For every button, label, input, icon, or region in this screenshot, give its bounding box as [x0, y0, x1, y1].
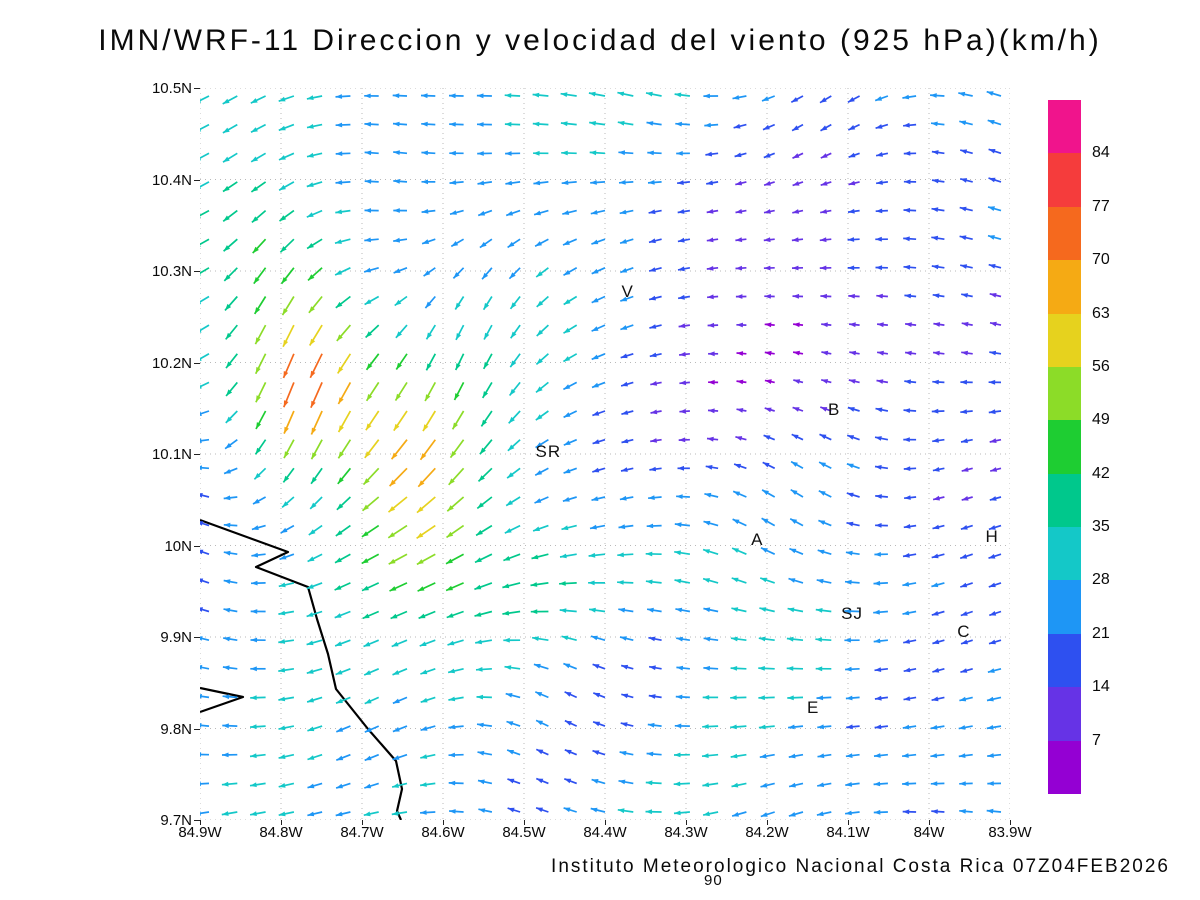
colorbar-segment	[1048, 313, 1081, 367]
colorbar-label: 42	[1092, 465, 1110, 482]
colorbar-segment	[1048, 260, 1081, 314]
lat-tick-mark	[194, 271, 200, 272]
lat-tick-label: 10.3N	[151, 263, 192, 280]
lon-tick-label: 84.6W	[421, 824, 465, 841]
lon-tick-label: 84.5W	[502, 824, 546, 841]
lat-tick-mark	[194, 546, 200, 547]
stray-number-label: 90	[704, 872, 723, 889]
city-label-a: A	[751, 529, 764, 549]
colorbar-segment	[1048, 687, 1081, 741]
colorbar-segment	[1048, 473, 1081, 527]
lat-tick-mark	[194, 180, 200, 181]
city-label-b: B	[828, 400, 841, 420]
lat-tick-label: 10.1N	[151, 446, 192, 463]
lon-tick-mark	[929, 820, 930, 825]
colorbar-label: 14	[1092, 678, 1110, 695]
coastline-peninsula	[200, 686, 245, 714]
lon-tick-label: 84.7W	[340, 824, 384, 841]
colorbar-segment	[1048, 206, 1081, 261]
colorbar-segment	[1048, 633, 1081, 688]
wind-vector-field	[200, 88, 1010, 820]
lon-tick-label: 84.2W	[745, 824, 789, 841]
colorbar-label: 49	[1092, 411, 1110, 428]
colorbar-label: 28	[1092, 571, 1110, 588]
lat-tick-label: 9.9N	[160, 629, 192, 646]
city-label-c: C	[957, 621, 971, 641]
colorbar-segment	[1048, 366, 1081, 421]
lat-tick-label: 9.8N	[160, 721, 192, 738]
colorbar-segment	[1048, 740, 1081, 794]
lon-tick-label: 84.3W	[664, 824, 708, 841]
lon-tick-mark	[443, 820, 444, 825]
city-label-sj: SJ	[841, 604, 863, 624]
colorbar-segment	[1048, 580, 1081, 634]
colorbar-label: 70	[1092, 251, 1110, 268]
lon-tick-mark	[686, 820, 687, 825]
city-label-e: E	[806, 698, 820, 717]
colorbar	[1048, 100, 1081, 794]
lon-tick-label: 84.4W	[583, 824, 627, 841]
lon-tick-label: 84.9W	[178, 824, 222, 841]
lat-tick-label: 10.4N	[151, 172, 192, 189]
lat-tick-mark	[194, 454, 200, 455]
lat-tick-label: 10.2N	[151, 355, 192, 372]
city-label-v: V	[621, 282, 634, 302]
lon-tick-mark	[1010, 820, 1011, 825]
colorbar-label: 21	[1092, 625, 1110, 642]
colorbar-label: 56	[1092, 358, 1110, 375]
lon-tick-mark	[524, 820, 525, 825]
colorbar-segment	[1048, 527, 1081, 581]
lat-tick-label: 10.5N	[151, 80, 192, 97]
lon-tick-label: 84.8W	[259, 824, 303, 841]
city-label-h: H	[985, 526, 999, 546]
lat-tick-label: 9.7N	[160, 812, 192, 829]
lon-tick-label: 84W	[913, 824, 945, 841]
coastline	[200, 518, 404, 820]
lat-tick-mark	[194, 363, 200, 364]
lon-tick-label: 84.1W	[826, 824, 870, 841]
chart-title: IMN/WRF-11 Direccion y velocidad del vie…	[98, 24, 1102, 57]
lat-tick-label: 10N	[164, 538, 192, 555]
lon-tick-mark	[848, 820, 849, 825]
lat-tick-mark	[194, 729, 200, 730]
plot-area: V B SR A H SJ C E	[200, 88, 1010, 820]
colorbar-segment	[1048, 153, 1081, 207]
colorbar-label: 84	[1092, 144, 1110, 161]
colorbar-label: 7	[1092, 732, 1101, 749]
lat-tick-mark	[194, 88, 200, 89]
footer-credit: Instituto Meteorologico Nacional Costa R…	[551, 856, 1170, 877]
colorbar-label: 63	[1092, 305, 1110, 322]
lon-tick-label: 83.9W	[988, 824, 1032, 841]
lon-tick-mark	[281, 820, 282, 825]
lon-tick-mark	[200, 820, 201, 825]
colorbar-label: 35	[1092, 518, 1110, 535]
colorbar-segment	[1048, 100, 1081, 154]
lon-tick-mark	[767, 820, 768, 825]
colorbar-label: 77	[1092, 198, 1110, 215]
lat-tick-mark	[194, 637, 200, 638]
lon-tick-mark	[362, 820, 363, 825]
lon-tick-mark	[605, 820, 606, 825]
lat-tick-mark	[194, 820, 200, 821]
city-label-sr: SR	[535, 441, 562, 461]
colorbar-segment	[1048, 420, 1081, 474]
